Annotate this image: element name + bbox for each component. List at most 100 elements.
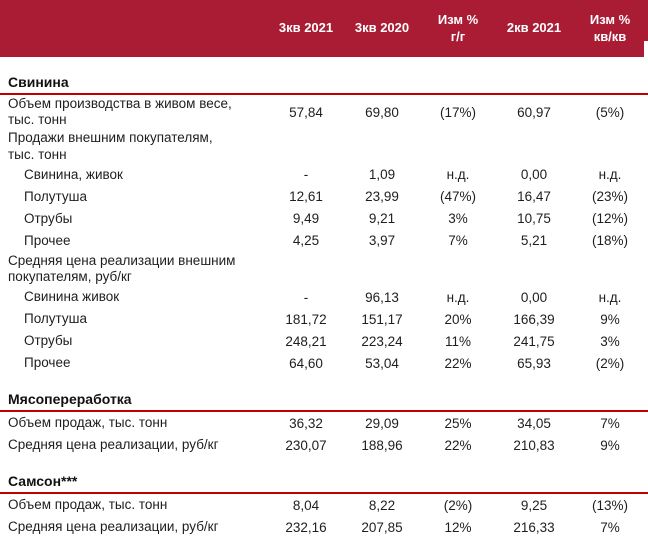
cell-value: 0,00: [520, 289, 548, 305]
row-label: Прочее: [24, 232, 71, 248]
cell-value: (2%): [443, 497, 473, 513]
row-label: Свинина, живок: [24, 166, 123, 182]
table-row: Средняя цена реализации, руб/кг 230,07 188…: [0, 434, 648, 456]
header-notch: [644, 41, 648, 57]
cell-value: (12%): [591, 211, 628, 227]
table-header-row: 3кв 2021 3кв 2020 Изм % г/г 2кв 2021 Изм % к…: [0, 0, 648, 57]
cell-value: 9%: [600, 437, 620, 453]
column-header: 3кв 2021: [278, 20, 334, 36]
cell-value: 0,00: [520, 167, 548, 183]
cell-value: 9,25: [520, 497, 548, 513]
cell-value: 241,75: [513, 333, 555, 349]
table-row: Средняя цена реализации, руб/кг 232,16 207…: [0, 516, 648, 538]
column-header: 3кв 2020: [354, 20, 410, 36]
row-label: Полутуша: [24, 188, 87, 204]
cell-value: 23,99: [365, 189, 399, 205]
row-label: Отрубы: [24, 333, 73, 349]
cell-value: (13%): [591, 497, 628, 513]
cell-value: 22%: [444, 355, 472, 371]
cell-value: 64,60: [289, 355, 323, 371]
cell-value: 16,47: [517, 189, 551, 205]
cell-value: 10,75: [517, 211, 551, 227]
table-body: Свинина Объем производства в живом весе, …: [0, 72, 648, 538]
table-row: Полутуша 12,61 23,99 (47%) 16,47 (23%): [0, 186, 648, 208]
cell-value: 25%: [444, 415, 472, 431]
cell-value: 57,84: [289, 104, 323, 120]
table-row: Объем продаж, тыс. тонн 8,04 8,22 (2%) 9,25 (…: [0, 494, 648, 516]
cell-value: 12,61: [289, 189, 323, 205]
table-row: Объем продаж, тыс. тонн 36,32 29,09 25% 34,0…: [0, 412, 648, 434]
row-label: Средняя цена реализации, руб/кг: [8, 437, 219, 453]
table-row: Свинина, живок - 1,09 н.д. 0,00 н.д.: [0, 164, 648, 186]
cell-value: 12%: [444, 519, 472, 535]
row-label: Средняя цена реализации внешним покупате…: [8, 252, 236, 284]
cell-value: 65,93: [517, 355, 551, 371]
column-header: Изм % кв/кв: [589, 12, 631, 44]
cell-value: (23%): [591, 189, 628, 205]
cell-value: 9%: [600, 311, 620, 327]
cell-value: 7%: [600, 415, 620, 431]
cell-value: 96,13: [365, 289, 399, 305]
cell-value: н.д.: [446, 167, 470, 183]
cell-value: 22%: [444, 437, 472, 453]
cell-value: (18%): [591, 233, 628, 249]
cell-value: 8,22: [368, 497, 396, 513]
cell-value: 9,21: [368, 211, 396, 227]
cell-value: 181,72: [285, 311, 327, 327]
cell-value: 166,39: [513, 311, 555, 327]
cell-value: 207,85: [361, 519, 403, 535]
cell-value: 11%: [444, 333, 472, 349]
cell-value: -: [303, 289, 309, 305]
cell-value: 29,09: [365, 415, 399, 431]
cell-value: 230,07: [285, 437, 327, 453]
table-row: Полутуша 181,72 151,17 20% 166,39 9%: [0, 308, 648, 330]
cell-value: 3%: [600, 333, 620, 349]
cell-value: 20%: [444, 311, 472, 327]
cell-value: 7%: [448, 233, 468, 249]
row-label: Свинина живок: [24, 289, 120, 305]
section-title: Свинина: [0, 72, 648, 95]
row-label: Объем продаж, тыс. тонн: [8, 497, 168, 513]
cell-value: 188,96: [361, 437, 403, 453]
cell-value: 248,21: [285, 333, 327, 349]
row-label: Отрубы: [24, 210, 73, 226]
row-label: Прочее: [24, 355, 71, 371]
cell-value: 7%: [600, 519, 620, 535]
table-row: Прочее 4,25 3,97 7% 5,21 (18%): [0, 230, 648, 252]
cell-value: н.д.: [598, 289, 622, 305]
table-row: Отрубы 248,21 223,24 11% 241,75 3%: [0, 330, 648, 352]
cell-value: 3%: [448, 211, 468, 227]
cell-value: 8,04: [292, 497, 320, 513]
cell-value: 69,80: [365, 104, 399, 120]
cell-value: 9,49: [292, 211, 320, 227]
cell-value: 5,21: [520, 233, 548, 249]
column-header: Изм % г/г: [437, 12, 479, 44]
table-row: Объем производства в живом весе, тыс. то…: [0, 95, 648, 129]
row-label: Средняя цена реализации, руб/кг: [8, 519, 219, 535]
cell-value: 223,24: [361, 333, 403, 349]
cell-value: (17%): [439, 104, 476, 120]
cell-value: 60,97: [517, 104, 551, 120]
cell-value: (2%): [595, 355, 625, 371]
row-label: Объем производства в живом весе, тыс. то…: [8, 96, 232, 128]
column-header: 2кв 2021: [506, 20, 562, 36]
table-row: Средняя цена реализации внешним покупате…: [0, 252, 648, 286]
row-label: Полутуша: [24, 311, 87, 327]
table-section: Мясопереработка Объем продаж, тыс. тонн 36…: [0, 389, 648, 456]
cell-value: 53,04: [365, 355, 399, 371]
table-section: Свинина Объем производства в живом весе, …: [0, 72, 648, 374]
cell-value: 216,33: [513, 519, 555, 535]
table-row: Свинина живок - 96,13 н.д. 0,00 н.д.: [0, 286, 648, 308]
cell-value: 151,17: [361, 311, 403, 327]
cell-value: 4,25: [292, 233, 320, 249]
cell-value: 36,32: [289, 415, 323, 431]
cell-value: -: [303, 167, 309, 183]
cell-value: н.д.: [446, 289, 470, 305]
row-label: Объем продаж, тыс. тонн: [8, 415, 168, 431]
table-row: Прочее 64,60 53,04 22% 65,93 (2%): [0, 352, 648, 374]
cell-value: н.д.: [598, 167, 622, 183]
cell-value: 3,97: [368, 233, 396, 249]
section-title: Самсон***: [0, 471, 648, 495]
row-label: Продажи внешним покупателям, тыс. тонн: [8, 130, 213, 162]
